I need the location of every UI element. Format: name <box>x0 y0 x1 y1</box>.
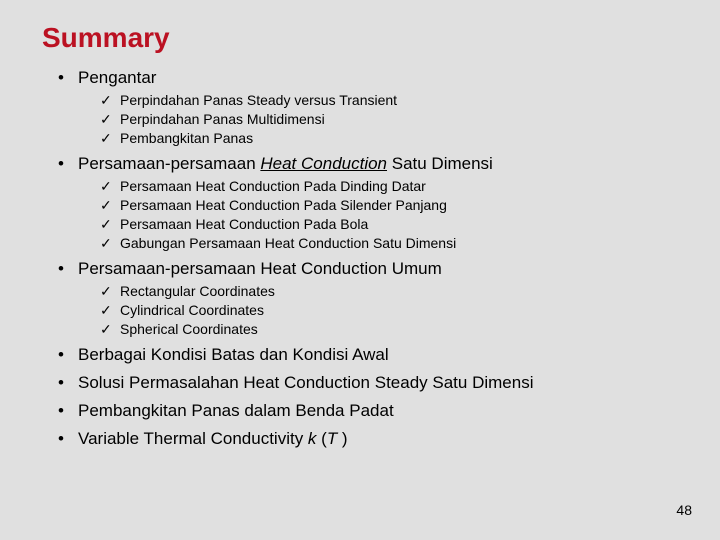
bullet-lvl2: Perpindahan Panas Multidimensi <box>42 111 678 127</box>
bullet-lvl2: Persamaan Heat Conduction Pada Dinding D… <box>42 178 678 194</box>
bullet-lvl1: Persamaan-persamaan Heat Conduction Satu… <box>42 154 678 174</box>
bullet-lvl1: Variable Thermal Conductivity k (T ) <box>42 429 678 449</box>
bullet-lvl1: Solusi Permasalahan Heat Conduction Stea… <box>42 373 678 393</box>
bullet-lvl1: Pembangkitan Panas dalam Benda Padat <box>42 401 678 421</box>
bullet-lvl1: Berbagai Kondisi Batas dan Kondisi Awal <box>42 345 678 365</box>
slide-body: Pengantar Perpindahan Panas Steady versus… <box>42 68 678 449</box>
bullet-lvl2: Persamaan Heat Conduction Pada Bola <box>42 216 678 232</box>
bullet-lvl2: Persamaan Heat Conduction Pada Silender … <box>42 197 678 213</box>
bullet-lvl2: Perpindahan Panas Steady versus Transien… <box>42 92 678 108</box>
bullet-lvl2: Gabungan Persamaan Heat Conduction Satu … <box>42 235 678 251</box>
bullet-lvl2: Pembangkitan Panas <box>42 130 678 146</box>
bullet-lvl2: Cylindrical Coordinates <box>42 302 678 318</box>
slide-title: Summary <box>42 22 678 54</box>
bullet-lvl1: Pengantar <box>42 68 678 88</box>
page-number: 48 <box>676 502 692 518</box>
bullet-lvl2: Rectangular Coordinates <box>42 283 678 299</box>
bullet-lvl1: Persamaan-persamaan Heat Conduction Umum <box>42 259 678 279</box>
bullet-lvl2: Spherical Coordinates <box>42 321 678 337</box>
slide: Summary Pengantar Perpindahan Panas Stead… <box>0 0 720 540</box>
